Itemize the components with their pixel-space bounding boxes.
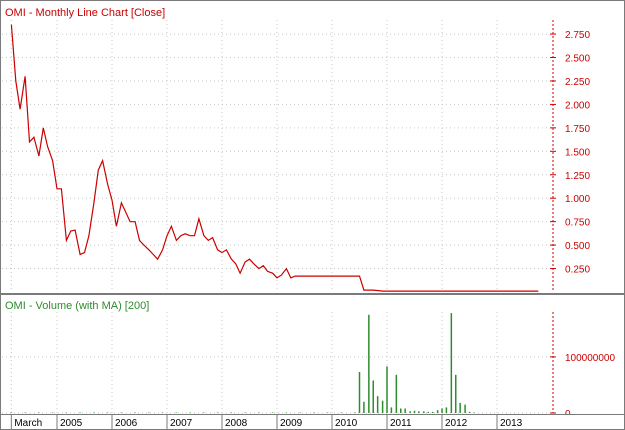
volume-tick-label: 100000000	[565, 353, 615, 364]
date-tick-label: 2009	[280, 418, 303, 429]
date-tick-label: 2012	[445, 418, 468, 429]
date-tick-label: 2007	[170, 418, 193, 429]
price-tick-label: 0.750	[565, 218, 590, 229]
date-tick-label: 2013	[500, 418, 523, 429]
date-tick-label: March	[14, 418, 42, 429]
price-tick-label: 1.750	[565, 124, 590, 135]
volume-bars	[10, 313, 475, 413]
price-gridlines	[2, 20, 552, 292]
price-tick-label: 1.000	[565, 194, 590, 205]
date-tick-label: 2011	[390, 418, 412, 429]
date-tick-label: 2010	[335, 418, 358, 429]
date-axis-strip	[0, 414, 625, 430]
price-tick-label: 1.250	[565, 171, 590, 182]
date-tick-label: 2006	[115, 418, 138, 429]
price-tick-label: 0.250	[565, 265, 590, 276]
price-line	[10, 24, 539, 292]
volume-panel	[0, 294, 625, 415]
date-tick-label: 2005	[60, 418, 83, 429]
price-panel	[0, 0, 625, 294]
price-tick-label: 2.250	[565, 77, 590, 88]
price-tick-label: 2.750	[565, 30, 590, 41]
date-axis: March 2005 2006 2007 2008 2009 2010 2011 2012 201…	[10, 415, 523, 429]
price-y-axis: 0.250 0.500 0.750 1.000 1.250 1.500 1.750 2.000…	[550, 20, 590, 292]
volume-chart-title: OMI - Volume (with MA) [200]	[5, 300, 149, 312]
price-tick-label: 0.500	[565, 241, 590, 252]
date-tick-label: 2008	[225, 418, 248, 429]
price-tick-label: 2.500	[565, 54, 590, 65]
price-tick-label: 1.500	[565, 147, 590, 158]
price-tick-label: 2.000	[565, 100, 590, 111]
price-chart-title: OMI - Monthly Line Chart [Close]	[5, 7, 165, 19]
